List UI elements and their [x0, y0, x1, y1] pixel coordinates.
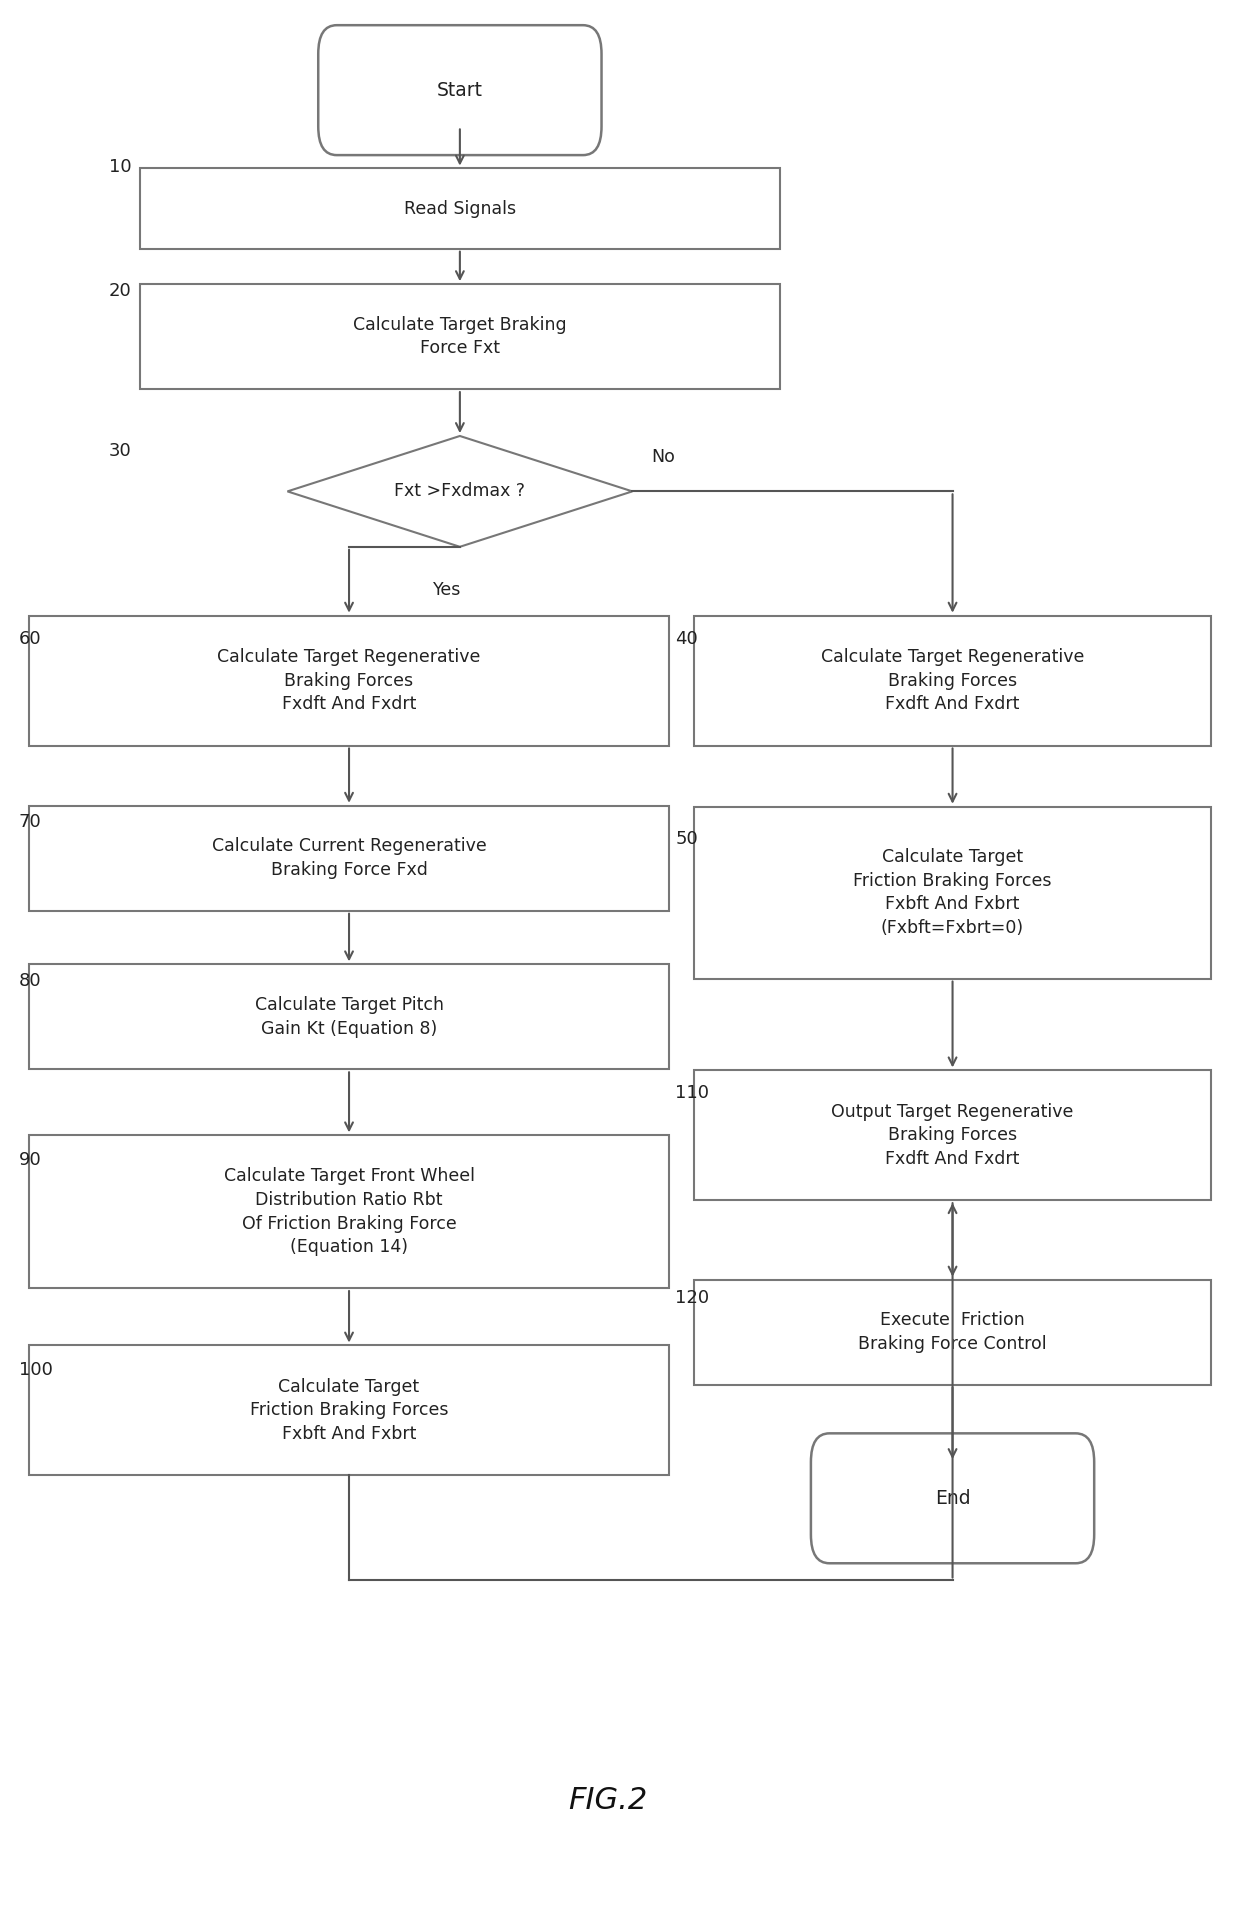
Text: Calculate Target
Friction Braking Forces
Fxbft And Fxbrt
(Fxbft=Fxbrt=0): Calculate Target Friction Braking Forces…	[853, 848, 1052, 936]
Bar	[694, 1280, 1211, 1386]
Text: 10: 10	[109, 157, 131, 175]
Text: 30: 30	[109, 441, 131, 461]
Text: 120: 120	[676, 1290, 709, 1307]
Text: Calculate Target Front Wheel
Distribution Ratio Rbt
Of Friction Braking Force
(E: Calculate Target Front Wheel Distributio…	[223, 1167, 475, 1257]
Text: 110: 110	[676, 1084, 709, 1102]
Text: Start: Start	[436, 81, 482, 100]
Text: Calculate Target
Friction Braking Forces
Fxbft And Fxbrt: Calculate Target Friction Braking Forces…	[249, 1378, 449, 1443]
Bar	[694, 616, 1211, 745]
Text: Calculate Target Regenerative
Braking Forces
Fxdft And Fxdrt: Calculate Target Regenerative Braking Fo…	[217, 649, 481, 714]
Bar	[694, 806, 1211, 979]
Bar	[29, 806, 670, 912]
Text: Read Signals: Read Signals	[404, 200, 516, 217]
Bar	[694, 1071, 1211, 1199]
Text: 100: 100	[19, 1361, 53, 1380]
Text: 90: 90	[19, 1151, 42, 1169]
Text: Calculate Target Pitch
Gain Kt (Equation 8): Calculate Target Pitch Gain Kt (Equation…	[254, 996, 444, 1038]
Text: Calculate Current Regenerative
Braking Force Fxd: Calculate Current Regenerative Braking F…	[212, 837, 486, 879]
Bar	[29, 963, 670, 1069]
Text: Execute  Friction
Braking Force Control: Execute Friction Braking Force Control	[858, 1311, 1047, 1353]
Text: 80: 80	[19, 971, 42, 990]
Text: 20: 20	[109, 282, 131, 299]
Bar	[29, 1136, 670, 1288]
Text: Fxt >Fxdmax ?: Fxt >Fxdmax ?	[394, 482, 526, 501]
Text: Calculate Target Regenerative
Braking Forces
Fxdft And Fxdrt: Calculate Target Regenerative Braking Fo…	[821, 649, 1084, 714]
Text: Calculate Target Braking
Force Fxt: Calculate Target Braking Force Fxt	[353, 317, 567, 357]
Text: No: No	[651, 447, 675, 466]
Text: 60: 60	[19, 629, 42, 647]
Text: Yes: Yes	[433, 581, 461, 599]
Text: FIG.2: FIG.2	[568, 1787, 647, 1815]
Text: Output Target Regenerative
Braking Forces
Fxdft And Fxdrt: Output Target Regenerative Braking Force…	[831, 1103, 1074, 1169]
Text: 40: 40	[676, 629, 698, 647]
Bar	[140, 169, 780, 249]
FancyBboxPatch shape	[319, 25, 601, 155]
Text: 50: 50	[676, 831, 698, 848]
FancyBboxPatch shape	[811, 1433, 1094, 1564]
Text: End: End	[935, 1489, 971, 1508]
Bar	[29, 616, 670, 745]
Bar	[29, 1345, 670, 1476]
Bar	[140, 284, 780, 390]
Polygon shape	[288, 436, 632, 547]
Text: 70: 70	[19, 814, 42, 831]
